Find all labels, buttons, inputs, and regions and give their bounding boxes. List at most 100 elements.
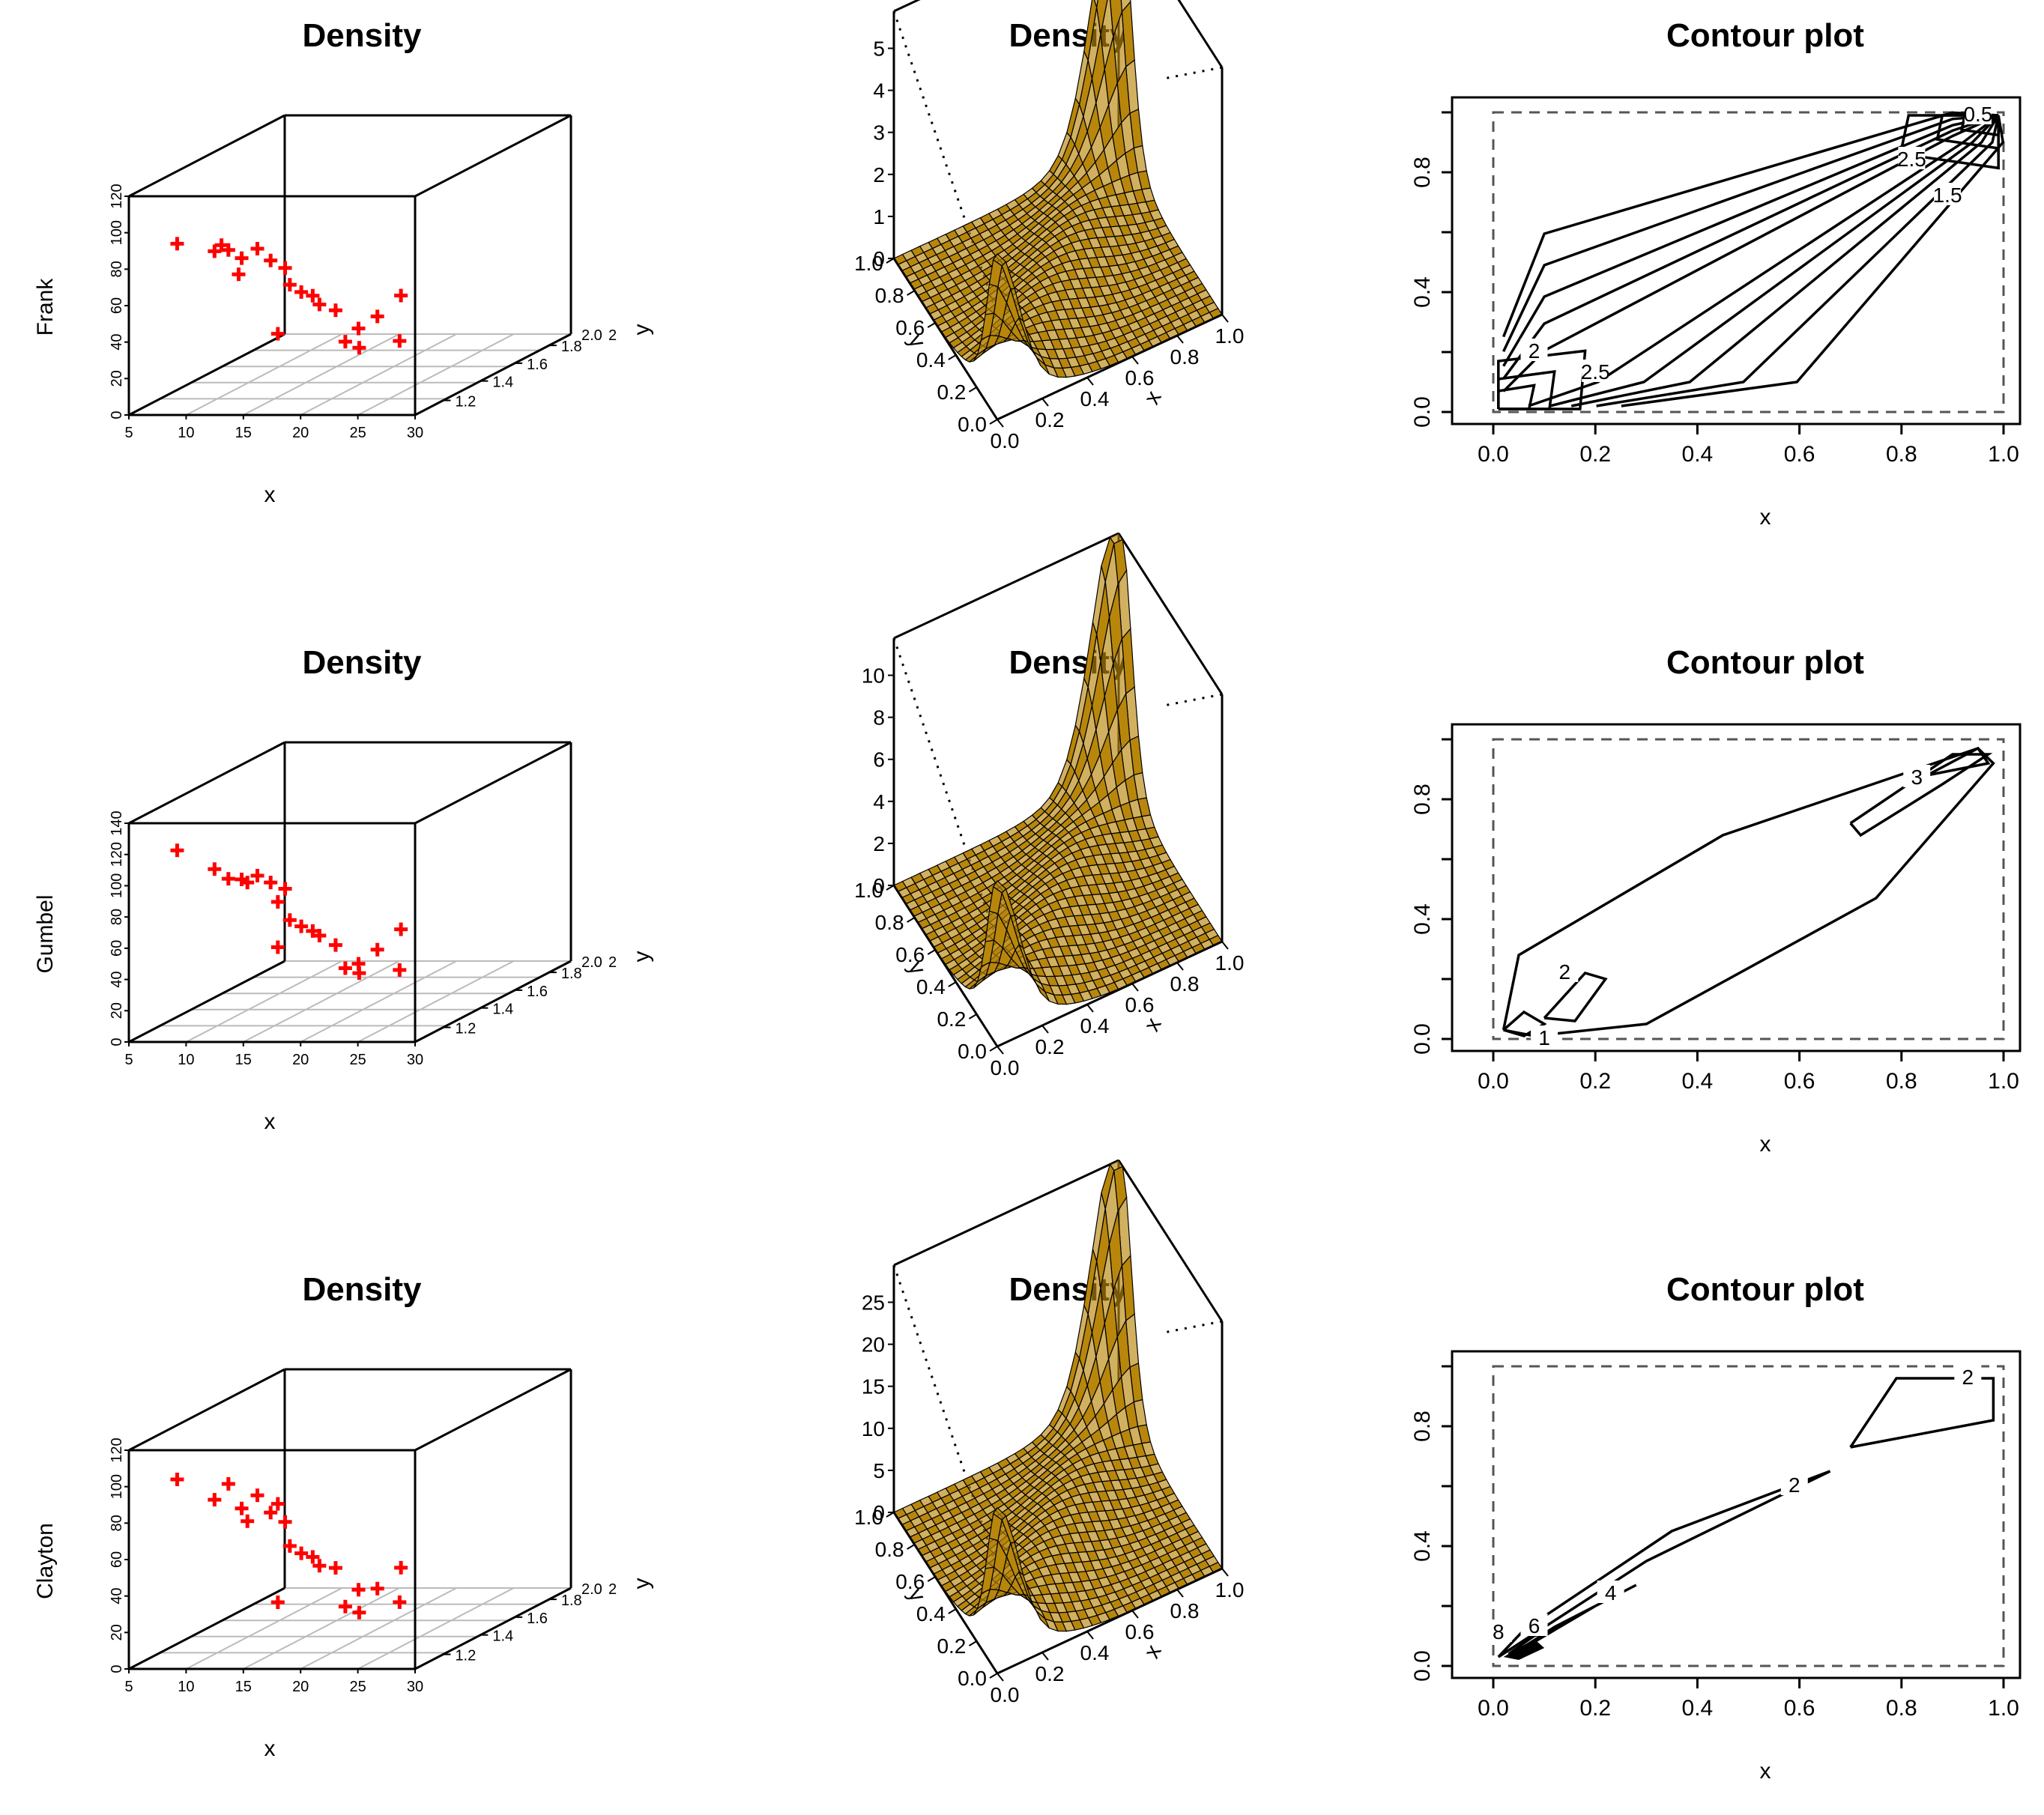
contour-label: 0.5 xyxy=(1963,103,1992,126)
y-tick-label: 0.4 xyxy=(916,975,946,999)
y-tick xyxy=(989,419,998,425)
z-tick-label: 1 xyxy=(873,205,885,228)
box-edge xyxy=(128,1368,285,1452)
y-tick-label: 0.4 xyxy=(916,1602,946,1625)
z-tick-label: 4 xyxy=(873,790,885,813)
x-tick xyxy=(997,1046,1004,1055)
data-point xyxy=(338,961,352,975)
data-point xyxy=(241,876,255,890)
contour-label-bg xyxy=(1954,1365,1982,1387)
z-tick-label: 60 xyxy=(109,940,125,957)
x-tick xyxy=(1131,356,1139,365)
x-tick-label: 0.8 xyxy=(1170,345,1200,369)
data-point xyxy=(278,882,292,896)
z-tick-label: 100 xyxy=(109,873,125,898)
data-point xyxy=(221,872,235,886)
x-tick-label: 0.8 xyxy=(1886,1696,1917,1721)
y-tick-label: 0.8 xyxy=(875,911,904,934)
y-axis-label: y xyxy=(629,324,654,336)
y-tick-label: 2 xyxy=(608,954,617,971)
y-tick-label: 0.2 xyxy=(937,1634,966,1658)
x-axis-label: x xyxy=(264,482,276,507)
plot-frame xyxy=(1451,723,2022,1052)
box-edge xyxy=(997,940,1223,1048)
y-tick-label: 0.4 xyxy=(1410,1530,1435,1562)
z-tick-label: 0 xyxy=(873,1501,885,1524)
data-point xyxy=(278,261,292,275)
x-tick-label: 5 xyxy=(124,1679,133,1695)
z-tick-label: 100 xyxy=(109,220,125,245)
z-tick-label: 40 xyxy=(109,1588,125,1605)
z-tick-label: 20 xyxy=(109,1002,125,1019)
data-point xyxy=(393,1595,407,1609)
box-edge xyxy=(893,532,1119,640)
data-point xyxy=(351,957,366,971)
x-tick-label: 0.0 xyxy=(991,429,1020,452)
x-tick-label: 10 xyxy=(178,1052,194,1068)
data-point xyxy=(394,1560,408,1575)
surface-facet xyxy=(992,1506,1007,1521)
data-point xyxy=(282,913,297,927)
contour-line xyxy=(1621,115,2005,407)
y-tick xyxy=(968,1640,977,1646)
z-tick-label: 60 xyxy=(109,1551,125,1568)
contour-label-bg xyxy=(1531,1025,1558,1048)
x-tick-label: 0.4 xyxy=(1682,1696,1714,1721)
floor-grid-line xyxy=(185,333,342,416)
x-tick xyxy=(1086,377,1094,386)
data-point xyxy=(170,843,184,858)
z-tick-label: 2 xyxy=(873,832,885,855)
contour-panel: Contour plot 0.0 0.2 0.4 0.6 0.8 1.0 0.0 0.4 0.8 x… xyxy=(1410,644,2022,1157)
data-point xyxy=(294,919,309,933)
box-edge xyxy=(893,0,921,13)
panel-title: Contour plot xyxy=(1666,17,1864,54)
data-point xyxy=(306,288,320,303)
contour-label-bg xyxy=(1484,1619,1512,1642)
x-tick-label: 0.0 xyxy=(1478,1069,1509,1094)
x-tick-label: 30 xyxy=(407,425,423,441)
y-tick xyxy=(907,917,916,923)
x-tick-label: 5 xyxy=(124,1052,133,1068)
data-point xyxy=(208,862,222,876)
floor-grid-line xyxy=(243,960,400,1043)
contour-line xyxy=(1502,746,1995,1037)
contour-label-bg xyxy=(1520,339,1548,361)
z-tick-label: 100 xyxy=(109,1474,125,1499)
plot-frame xyxy=(1451,1350,2022,1679)
data-point xyxy=(270,1497,285,1511)
box-edge xyxy=(414,741,572,825)
x-tick-label: 0.4 xyxy=(1080,1014,1110,1037)
y-tick-label: 0.0 xyxy=(1410,1023,1435,1055)
x-tick-label: 15 xyxy=(235,425,252,441)
y-tick-label: 0.0 xyxy=(1410,1650,1435,1682)
x-tick xyxy=(1131,983,1139,992)
panel-title: Density xyxy=(303,644,422,681)
y-tick-label: 2 xyxy=(608,1581,617,1598)
surface-facet xyxy=(992,879,1007,894)
floor-grid-line xyxy=(243,1587,400,1670)
box-edge xyxy=(1117,533,1224,695)
row-label: Frank xyxy=(33,278,58,336)
x-tick xyxy=(1176,1589,1184,1598)
data-point xyxy=(264,1506,278,1520)
x-tick xyxy=(1041,1652,1049,1661)
box-edge xyxy=(414,114,572,198)
x-tick-label: 20 xyxy=(292,1679,309,1695)
z-tick-label: 10 xyxy=(862,1417,885,1440)
y-tick-label: 1.4 xyxy=(492,375,513,391)
x-axis-label: x xyxy=(1760,1132,1771,1157)
box-edge xyxy=(414,333,572,416)
box-edge xyxy=(997,313,1223,421)
data-point xyxy=(232,267,246,282)
x-tick xyxy=(1086,1004,1094,1013)
contour-line xyxy=(1508,1584,1637,1658)
box-edge xyxy=(892,1512,999,1674)
data-point xyxy=(352,341,366,355)
x-tick-label: 0.0 xyxy=(1478,442,1509,467)
z-tick-label: 120 xyxy=(109,842,125,867)
contour-label: 1.5 xyxy=(1933,184,1962,207)
y-tick-label: 0.8 xyxy=(875,1538,904,1561)
contour-label-bg xyxy=(1780,1473,1808,1495)
x-tick-label: 5 xyxy=(124,425,133,441)
x-tick-label: 15 xyxy=(235,1679,252,1695)
